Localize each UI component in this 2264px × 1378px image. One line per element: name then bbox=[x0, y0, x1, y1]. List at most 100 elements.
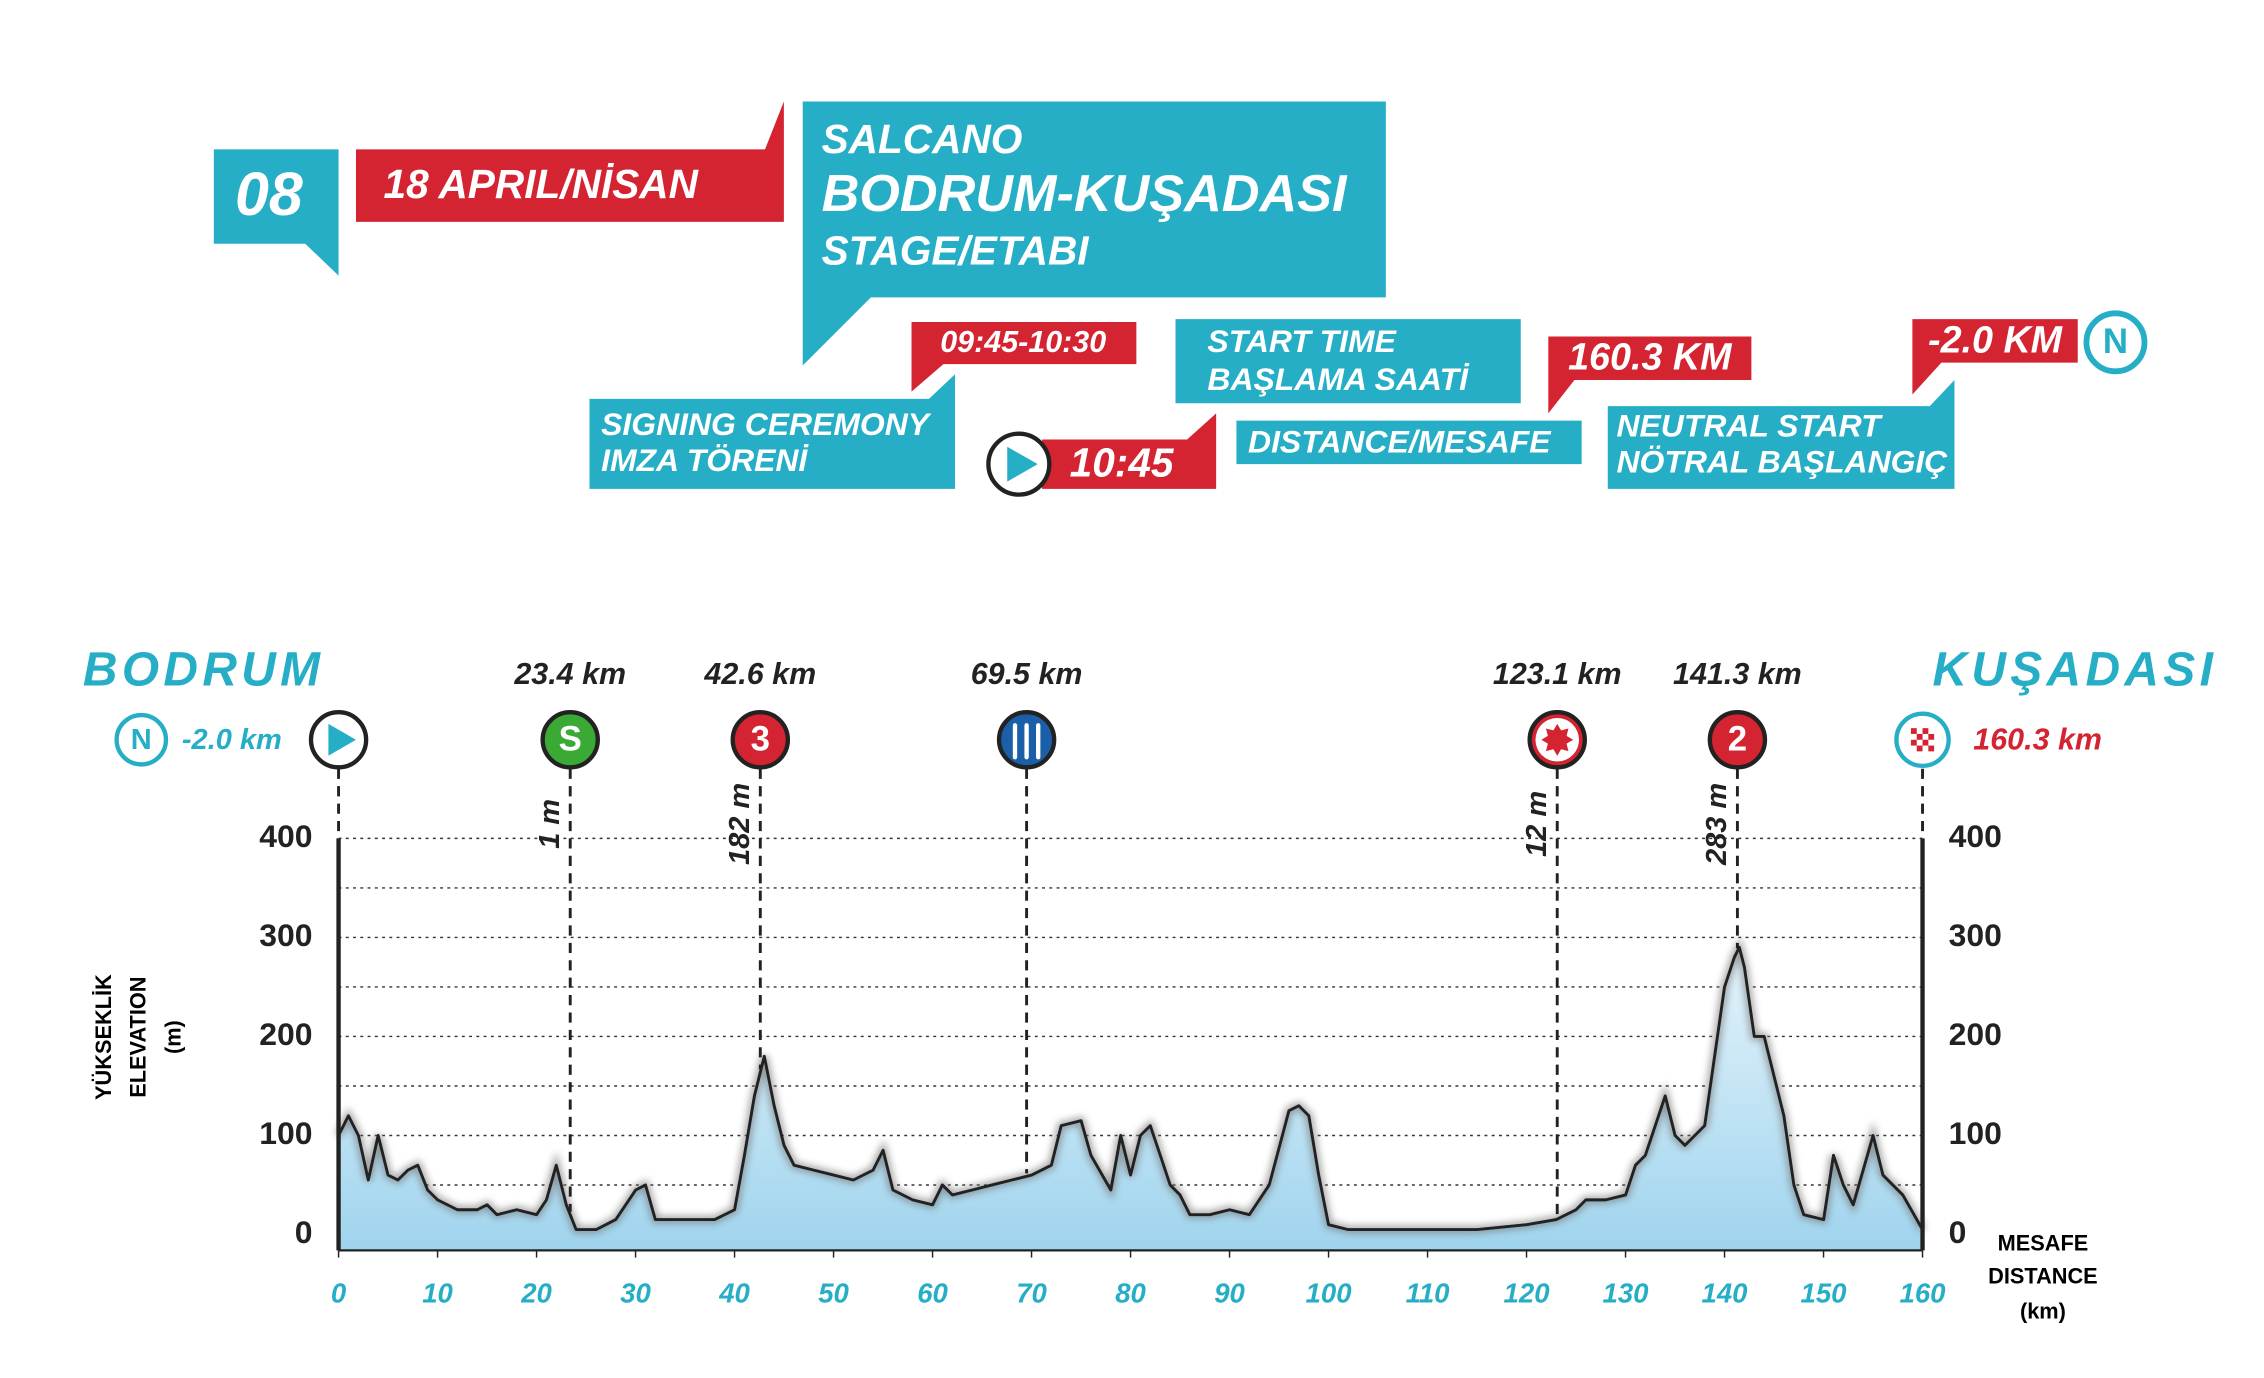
x-tick-label: 40 bbox=[718, 1278, 750, 1309]
y-tick-label: 0 bbox=[1949, 1214, 1967, 1250]
x-tick-label: 20 bbox=[520, 1278, 552, 1309]
x-tick-label: 70 bbox=[1016, 1278, 1047, 1309]
y-tick-label: 400 bbox=[259, 818, 312, 854]
date-banner bbox=[355, 101, 784, 222]
x-tick-label: 140 bbox=[1702, 1278, 1749, 1309]
y-tick-label: 100 bbox=[259, 1115, 312, 1151]
marker-km: 23.4 km bbox=[513, 657, 626, 691]
marker-km: 69.5 km bbox=[971, 657, 1083, 691]
x-axis-title: MESAFE bbox=[1998, 1230, 2089, 1255]
start-label: BAŞLAMA SAATİ bbox=[1207, 361, 1470, 397]
finish-icon bbox=[1910, 739, 1917, 746]
start-icon bbox=[1007, 446, 1038, 482]
marker-icon bbox=[540, 710, 600, 770]
neutral-icon bbox=[2083, 310, 2148, 375]
neutral-label: NÖTRAL BAŞLANGIÇ bbox=[1616, 444, 1948, 480]
y-tick-label: 100 bbox=[1949, 1115, 2002, 1151]
signing-box bbox=[589, 374, 956, 489]
signing-label: SIGNING CEREMONY bbox=[601, 406, 932, 442]
neutral-icon bbox=[114, 712, 169, 767]
neutral: -2.0 KM bbox=[1928, 318, 2064, 360]
neutral-label: -2.0 km bbox=[182, 724, 282, 756]
finish-icon bbox=[1928, 733, 1935, 740]
title-box bbox=[802, 101, 1386, 366]
stage-number: 08 bbox=[235, 160, 303, 228]
y-tick-label: 300 bbox=[259, 917, 312, 953]
x-tick-label: 100 bbox=[1306, 1278, 1353, 1309]
signing-time-box bbox=[911, 322, 1137, 392]
start-time-box bbox=[1042, 413, 1217, 489]
neutral-label: NEUTRAL START bbox=[1616, 407, 1883, 443]
finish-icon bbox=[1916, 745, 1923, 752]
stage-label: STAGE/ETABI bbox=[822, 228, 1090, 274]
y-axis-title: YÜKSEKLİK bbox=[91, 974, 116, 1100]
finish-icon bbox=[1916, 733, 1923, 740]
signing-label: IMZA TÖRENİ bbox=[601, 442, 809, 478]
start-city: BODRUM bbox=[83, 644, 324, 697]
area-fill bbox=[338, 947, 1923, 1251]
x-tick-label: 160 bbox=[1900, 1278, 1947, 1309]
header: 08 18 APRIL/NİSAN SALCANO BODRUM-KUŞADAS… bbox=[213, 101, 2148, 497]
distance-box bbox=[1548, 336, 1752, 414]
marker-km: 141.3 km bbox=[1673, 657, 1802, 691]
y-tick-label: 400 bbox=[1949, 818, 2002, 854]
x-tick-label: 50 bbox=[818, 1278, 849, 1309]
finish-icon bbox=[1922, 728, 1929, 734]
finish-icon bbox=[1928, 745, 1935, 752]
marker-elevation: 283 m bbox=[1701, 783, 1733, 866]
x-tick-label: 130 bbox=[1603, 1278, 1650, 1309]
signing-time: 09:45-10:30 bbox=[940, 325, 1106, 359]
finish-icon bbox=[1894, 711, 1951, 769]
finish-city: KUŞADASI bbox=[1932, 644, 2217, 697]
y-tick-label: 200 bbox=[259, 1016, 312, 1052]
x-axis-title: (km) bbox=[2020, 1298, 2066, 1323]
start-label: START TIME bbox=[1207, 323, 1397, 359]
neutral-symbol: N bbox=[131, 724, 152, 756]
x-tick-label: 150 bbox=[1801, 1278, 1848, 1309]
route: BODRUM-KUŞADASI bbox=[822, 165, 1348, 223]
y-axis-title: ELEVATION bbox=[126, 977, 151, 1098]
x-axis-title: DISTANCE bbox=[1988, 1264, 2098, 1289]
marker-icon bbox=[730, 710, 791, 770]
x-tick-label: 30 bbox=[620, 1278, 651, 1309]
marker-symbol: 2 bbox=[1728, 719, 1747, 758]
stage-box bbox=[213, 149, 339, 276]
distance: 160.3 KM bbox=[1568, 336, 1733, 378]
distance-label: DISTANCE/MESAFE bbox=[1248, 423, 1552, 459]
x-tick-label: 60 bbox=[917, 1278, 948, 1309]
neutral-box bbox=[1912, 319, 2078, 395]
start-label-box bbox=[1175, 319, 1521, 404]
y-tick-label: 200 bbox=[1949, 1016, 2002, 1052]
x-tick-label: 120 bbox=[1504, 1278, 1551, 1309]
start-icon bbox=[328, 723, 356, 756]
x-tick-label: 110 bbox=[1406, 1278, 1451, 1309]
marker-icon bbox=[1707, 710, 1768, 770]
finish-label: 160.3 km bbox=[1973, 722, 2102, 756]
x-tick-label: 10 bbox=[422, 1278, 453, 1309]
elevation-line bbox=[337, 945, 1924, 1232]
neutral-label-box bbox=[1607, 380, 1955, 489]
date: 18 APRIL/NİSAN bbox=[384, 161, 700, 207]
start-time: 10:45 bbox=[1070, 439, 1175, 485]
distance-label-box bbox=[1236, 420, 1582, 465]
finish-icon bbox=[1910, 728, 1917, 734]
x-tick-label: 0 bbox=[331, 1278, 347, 1309]
finish-icon bbox=[1922, 739, 1929, 746]
marker-km: 123.1 km bbox=[1493, 657, 1622, 691]
marker-km: 42.6 km bbox=[703, 657, 816, 691]
y-axis-title: (m) bbox=[160, 1020, 185, 1054]
marker-icon bbox=[1541, 723, 1574, 756]
marker-elevation: 182 m bbox=[724, 783, 756, 865]
x-tick-label: 90 bbox=[1214, 1278, 1245, 1309]
marker-symbol: 3 bbox=[751, 719, 770, 758]
marker-elevation: 1 m bbox=[534, 799, 566, 849]
y-tick-label: 0 bbox=[295, 1214, 313, 1250]
x-tick-label: 80 bbox=[1115, 1278, 1146, 1309]
sponsor: SALCANO bbox=[822, 116, 1023, 162]
marker-symbol: S bbox=[559, 719, 582, 758]
neutral-symbol: N bbox=[2103, 322, 2128, 361]
marker-elevation: 12 m bbox=[1521, 791, 1553, 857]
y-tick-label: 300 bbox=[1949, 917, 2002, 953]
